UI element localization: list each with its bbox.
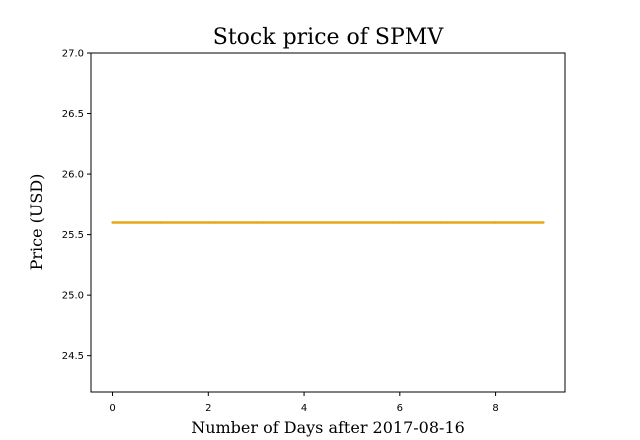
y-tick-label: 25.5 (62, 230, 84, 241)
y-axis-label: Price (USD) (27, 174, 46, 271)
data-point (446, 221, 449, 224)
data-point (302, 221, 306, 224)
data-point (207, 221, 210, 224)
data-point (494, 221, 497, 224)
y-tick-label: 24.5 (62, 351, 84, 362)
y-tick-label: 27.0 (62, 49, 84, 60)
data-point (111, 221, 114, 224)
x-tick-label: 6 (397, 403, 403, 414)
data-point (159, 221, 162, 224)
x-tick-label: 0 (109, 403, 115, 414)
data-point (398, 221, 402, 224)
data-point (350, 221, 354, 224)
plot-frame (90, 52, 566, 393)
chart-title: Stock price of SPMV (213, 25, 445, 50)
x-axis-label: Number of Days after 2017-08-16 (191, 418, 465, 437)
data-point (254, 221, 258, 224)
y-tick-label: 26.0 (62, 170, 84, 181)
x-tick-label: 4 (301, 403, 307, 414)
data-point (542, 221, 545, 224)
x-tick-label: 2 (205, 403, 211, 414)
x-tick-label: 8 (492, 403, 498, 414)
y-tick-label: 25.0 (62, 291, 84, 302)
y-tick-label: 26.5 (62, 109, 84, 120)
plot-area: 0 2 4 6 8 24.5 25.0 25.5 26.0 26.5 27.0 (62, 49, 566, 414)
